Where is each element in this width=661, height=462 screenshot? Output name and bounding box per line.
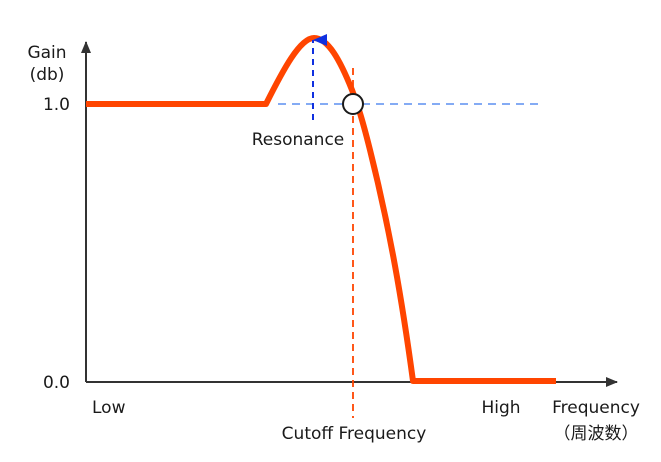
y-tick-label-bottom: 0.0 (43, 373, 70, 393)
y-axis-label-gain: Gain (27, 43, 66, 63)
y-tick-label-top: 1.0 (43, 95, 70, 115)
x-axis-label-frequency: Frequency (552, 398, 640, 418)
x-axis-label-japanese: （周波数） (554, 424, 639, 444)
cutoff-frequency-label: Cutoff Frequency (282, 424, 427, 444)
x-tick-label-low: Low (92, 398, 126, 418)
resonance-label: Resonance (252, 130, 345, 150)
x-tick-label-high: High (481, 398, 520, 418)
cutoff-point-marker (342, 93, 364, 115)
y-axis-label-unit: (db) (30, 65, 65, 85)
response-curve (86, 35, 556, 384)
